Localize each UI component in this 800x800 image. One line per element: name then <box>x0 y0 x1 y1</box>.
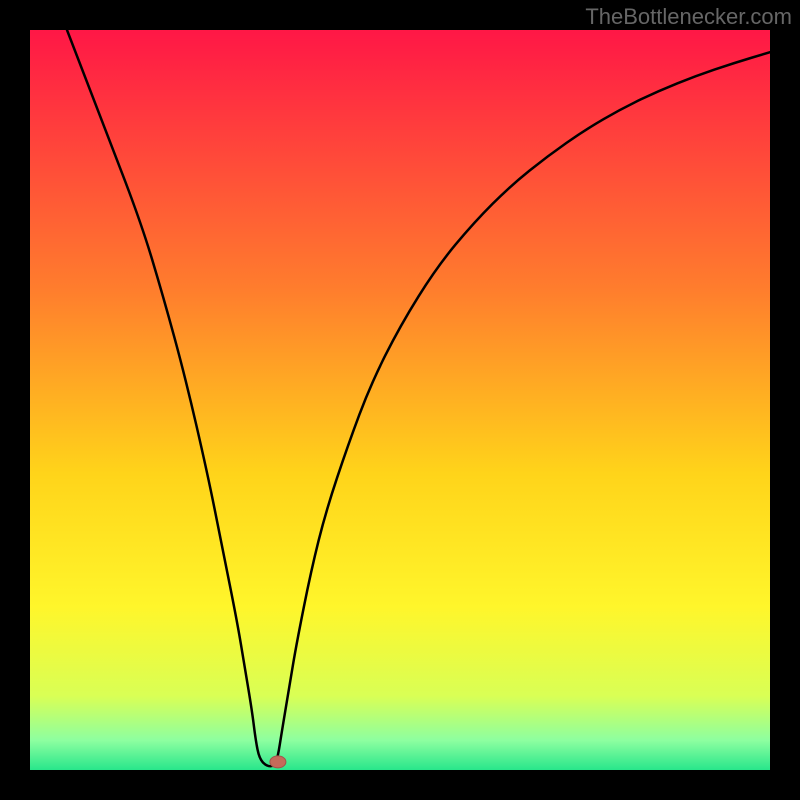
frame-left <box>0 0 30 800</box>
frame-bottom <box>0 770 800 800</box>
gradient-background <box>30 30 770 770</box>
frame-right <box>770 0 800 800</box>
plot-area <box>30 30 770 770</box>
minimum-marker <box>270 756 286 768</box>
chart-container: TheBottlenecker.com <box>0 0 800 800</box>
chart-svg <box>30 30 770 770</box>
watermark-text: TheBottlenecker.com <box>585 4 792 30</box>
